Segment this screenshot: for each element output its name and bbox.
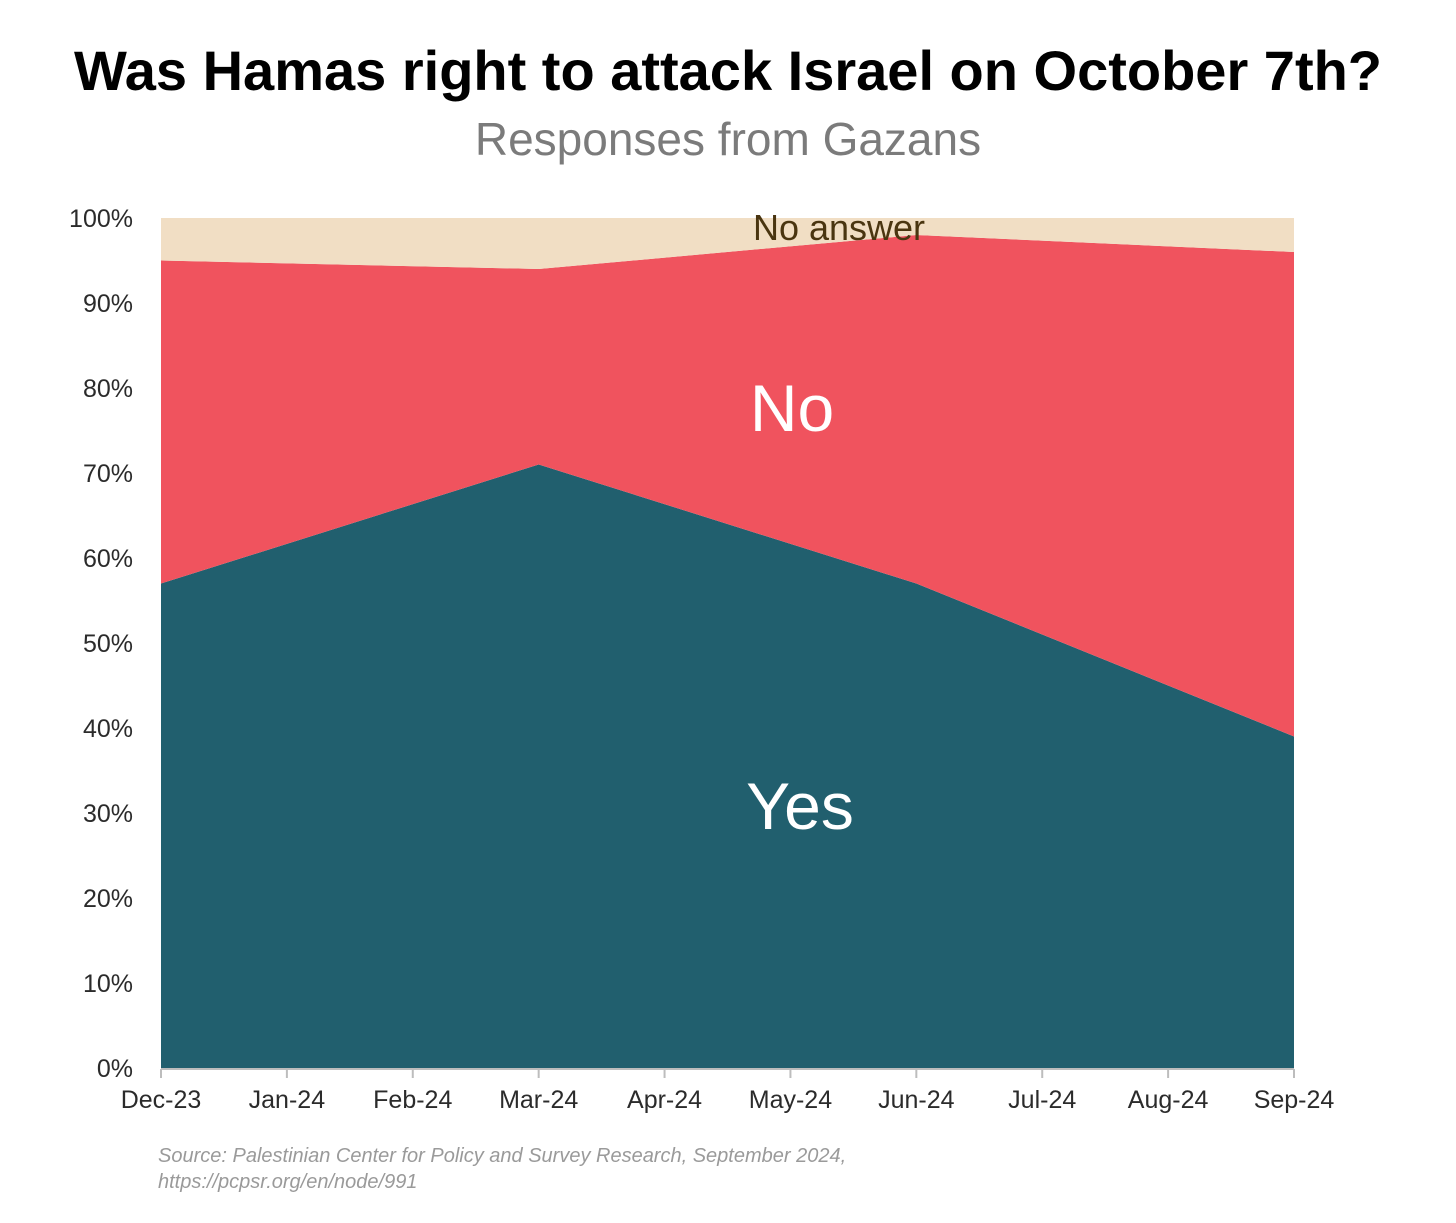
x-tick-label: Jun-24 (878, 1086, 955, 1114)
series-labels-group: Yes No No answer (746, 207, 925, 843)
series-label-yes: Yes (746, 769, 854, 843)
x-tick-label: Jan-24 (249, 1086, 326, 1114)
y-tick-label: 10% (83, 970, 133, 998)
y-tick-label: 50% (83, 630, 133, 658)
x-tick-label: Apr-24 (627, 1086, 702, 1114)
chart-title: Was Hamas right to attack Israel on Octo… (73, 39, 1382, 102)
chart-subtitle: Responses from Gazans (474, 113, 982, 165)
y-tick-label: 60% (83, 545, 133, 573)
y-tick-label: 100% (69, 205, 133, 233)
source-note: Source: Palestinian Center for Policy an… (158, 1143, 846, 1195)
y-tick-label: 0% (97, 1055, 133, 1083)
areas-group (161, 218, 1294, 1068)
area-no-answer (161, 218, 1294, 269)
source-line-2: https://pcpsr.org/en/node/991 (158, 1171, 418, 1193)
x-tick-label: Dec-23 (121, 1086, 202, 1114)
source-line-1: Source: Palestinian Center for Policy an… (158, 1145, 847, 1167)
series-label-no: No (750, 371, 834, 445)
x-tick-label: Aug-24 (1128, 1086, 1209, 1114)
y-tick-label: 90% (83, 290, 133, 318)
x-tick-label: Feb-24 (373, 1086, 452, 1114)
x-tick-label: Jul-24 (1008, 1086, 1076, 1114)
x-tick-label: Mar-24 (499, 1086, 578, 1114)
series-label-no-answer: No answer (753, 207, 925, 248)
area-yes (161, 464, 1294, 1068)
area-no (161, 235, 1294, 737)
axes-group: Dec-23 Jan-24 Feb-24 Mar-24 Apr-24 May-24 Jun-… (69, 205, 1334, 1114)
y-tick-label: 40% (83, 715, 133, 743)
y-tick-label: 30% (83, 800, 133, 828)
x-tick-label: Sep-24 (1254, 1086, 1335, 1114)
y-tick-label: 80% (83, 375, 133, 403)
x-tick-label: May-24 (749, 1086, 832, 1114)
y-tick-label: 70% (83, 460, 133, 488)
y-tick-label: 20% (83, 885, 133, 913)
